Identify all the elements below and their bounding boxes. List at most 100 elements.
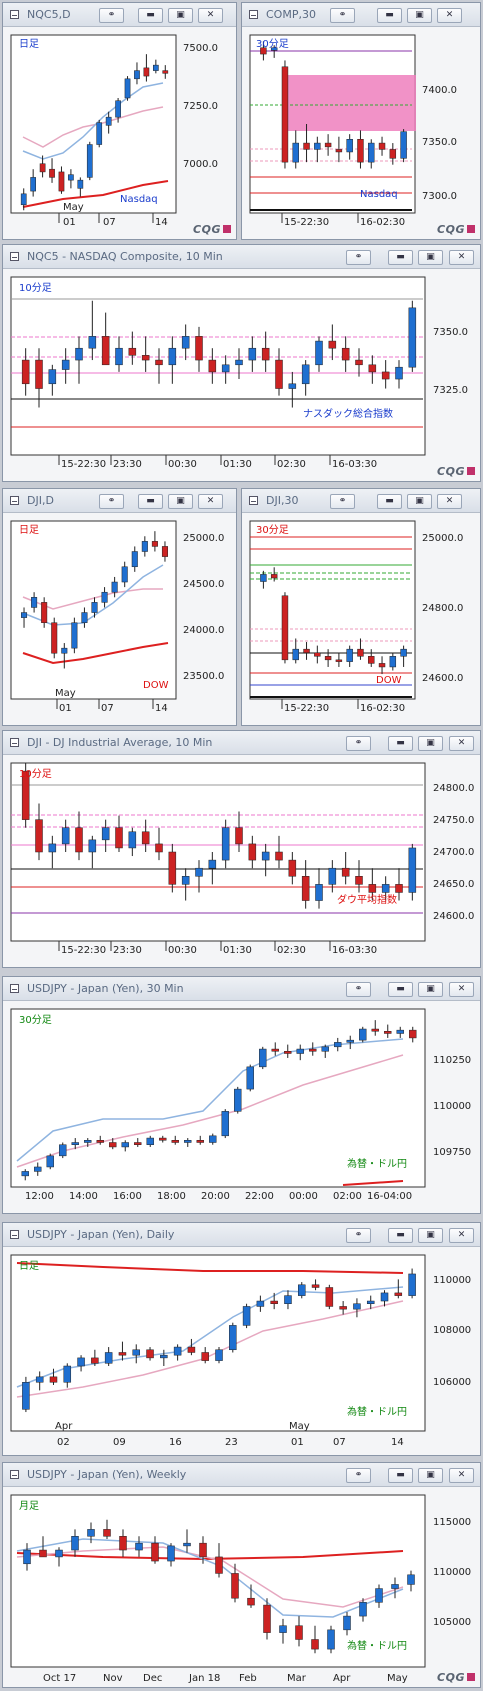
minimize-button[interactable]: ▬: [388, 982, 413, 997]
chart-area[interactable]: 10分足 ナスダック総合指数 7350.0 7325.0 15-22:30 23:3…: [3, 269, 481, 482]
minimize-button[interactable]: ▬: [377, 8, 402, 23]
candle-body: [135, 1542, 143, 1551]
window-titlebar[interactable]: DJI,D ⚭ ▬ ▣ ✕: [3, 489, 236, 513]
maximize-button[interactable]: ▣: [418, 250, 443, 265]
x-tick: 16:00: [113, 1191, 142, 1202]
maximize-button[interactable]: ▣: [407, 8, 432, 23]
chart-area[interactable]: 30分足 為替・ドル円 110250 110000 109750 12:00 14:0…: [3, 1001, 481, 1214]
link-button[interactable]: ⚭: [330, 8, 355, 23]
candle-body: [132, 1349, 140, 1356]
window-titlebar[interactable]: NQC5 - NASDAQ Composite, 10 Min ⚭ ▬ ▣ ✕: [3, 245, 480, 269]
close-button[interactable]: ✕: [437, 8, 462, 23]
close-button[interactable]: ✕: [449, 736, 474, 751]
candles: [22, 1268, 416, 1413]
link-button[interactable]: ⚭: [346, 1228, 371, 1243]
candle-body: [396, 1029, 404, 1034]
minimize-button[interactable]: ▬: [388, 1228, 413, 1243]
maximize-button[interactable]: ▣: [418, 1228, 443, 1243]
timeframe-label: 30分足: [256, 38, 289, 50]
link-button[interactable]: ⚭: [346, 982, 371, 997]
y-tick: 24800.0: [433, 783, 474, 794]
link-button[interactable]: ⚭: [346, 1468, 371, 1483]
candle-body: [201, 1352, 209, 1361]
minimize-button[interactable]: ▬: [388, 250, 413, 265]
chart-window-nasdaq-10min[interactable]: NQC5 - NASDAQ Composite, 10 Min ⚭ ▬ ▣ ✕ …: [2, 244, 481, 482]
window-titlebar[interactable]: USDJPY - Japan (Yen), 30 Min ⚭ ▬ ▣ ✕: [3, 977, 480, 1001]
close-button[interactable]: ✕: [449, 250, 474, 265]
chart-area[interactable]: 日足 為替・ドル円 110000 108000 106000 Apr May 02 09 1…: [3, 1247, 481, 1456]
candle-body: [321, 1046, 329, 1052]
chart-window-usdjpy-30min[interactable]: USDJPY - Japan (Yen), 30 Min ⚭ ▬ ▣ ✕ 30分…: [2, 976, 481, 1214]
window-titlebar[interactable]: USDJPY - Japan (Yen), Weekly ⚭ ▬ ▣ ✕: [3, 1463, 480, 1487]
chart-window-dji-10min[interactable]: DJI - DJ Industrial Average, 10 Min ⚭ ▬ …: [2, 730, 481, 968]
ma-long-line: [16, 1262, 404, 1274]
chart-window-nqc5-daily[interactable]: NQC5,D ⚭ ▬ ▣ ✕ 日足 Nasdaq 7500.0 7250.0 700…: [2, 2, 237, 240]
window-titlebar[interactable]: DJI - DJ Industrial Average, 10 Min ⚭ ▬ …: [3, 731, 480, 755]
link-button[interactable]: ⚭: [99, 494, 124, 509]
close-button[interactable]: ✕: [198, 8, 223, 23]
candle-body: [81, 612, 88, 623]
x-tick: Apr: [333, 1673, 351, 1684]
link-button[interactable]: ⚭: [346, 250, 371, 265]
candle-body: [292, 648, 299, 661]
chart-window-dji-30[interactable]: DJI,30 ⚭ ▬ ▣ ✕ 30分足 DOW 25000.0 24800.0 24…: [241, 488, 481, 726]
minimize-button[interactable]: ▬: [138, 494, 163, 509]
chart-area[interactable]: 10分足 ダウ平均指数 24800.0 24750.0 24700.0 24650.0…: [3, 755, 481, 968]
minimize-button[interactable]: ▬: [388, 1468, 413, 1483]
x-tick: 15-22:30: [284, 217, 329, 228]
window-titlebar[interactable]: NQC5,D ⚭ ▬ ▣ ✕: [3, 3, 236, 27]
window-titlebar[interactable]: USDJPY - Japan (Yen), Daily ⚭ ▬ ▣ ✕: [3, 1223, 480, 1247]
close-button[interactable]: ✕: [449, 982, 474, 997]
y-tick: 110000: [433, 1275, 471, 1286]
y-tick: 7350.0: [422, 137, 457, 148]
x-axis: 15-22:30 23:30 00:30 01:30 02:30 16-03:30: [58, 941, 377, 956]
candle-body: [339, 1306, 347, 1310]
window-titlebar[interactable]: COMP,30 ⚭ ▬ ▣ ✕: [242, 3, 480, 27]
candle-body: [91, 602, 98, 613]
candle-body: [195, 336, 203, 361]
close-button[interactable]: ✕: [437, 494, 462, 509]
chart-window-dji-daily[interactable]: DJI,D ⚭ ▬ ▣ ✕ 日足 DOW 25000.0 24500.0 24000…: [2, 488, 237, 726]
x-tick-extra: May: [55, 688, 76, 699]
ma-short-line: [22, 564, 164, 626]
chart-area[interactable]: 日足 Nasdaq 7500.0 7250.0 7000.0 May 01 07 14: [3, 27, 237, 240]
chart-window-comp-30[interactable]: COMP,30 ⚭ ▬ ▣ ✕ 30分足 Nasdaq 7400.0 7350.0…: [241, 2, 481, 240]
maximize-button[interactable]: ▣: [168, 8, 193, 23]
link-button[interactable]: ⚭: [330, 494, 355, 509]
chart-window-usdjpy-weekly[interactable]: USDJPY - Japan (Yen), Weekly ⚭ ▬ ▣ ✕ 月足 …: [2, 1462, 481, 1688]
minimize-button[interactable]: ▬: [138, 8, 163, 23]
candle-body: [284, 1295, 292, 1304]
candle-body: [101, 827, 110, 841]
window-title: NQC5,D: [27, 8, 71, 21]
window-icon: [10, 496, 19, 505]
candles: [21, 1020, 417, 1181]
chart-area[interactable]: 日足 DOW 25000.0 24500.0 24000.0 23500.0 May 0…: [3, 513, 237, 726]
minimize-button[interactable]: ▬: [388, 736, 413, 751]
maximize-button[interactable]: ▣: [418, 736, 443, 751]
x-tick: 07: [103, 217, 116, 228]
candle-body: [375, 1588, 383, 1603]
candle-body: [61, 647, 68, 654]
close-button[interactable]: ✕: [449, 1228, 474, 1243]
candle-body: [215, 1349, 223, 1361]
x-tick: 18:00: [157, 1191, 186, 1202]
maximize-button[interactable]: ▣: [407, 494, 432, 509]
maximize-button[interactable]: ▣: [168, 494, 193, 509]
window-titlebar[interactable]: DJI,30 ⚭ ▬ ▣ ✕: [242, 489, 480, 513]
chart-window-usdjpy-daily[interactable]: USDJPY - Japan (Yen), Daily ⚭ ▬ ▣ ✕ 日足 為…: [2, 1222, 481, 1456]
candle-body: [315, 884, 323, 901]
maximize-button[interactable]: ▣: [418, 1468, 443, 1483]
close-button[interactable]: ✕: [198, 494, 223, 509]
chart-area[interactable]: 月足 為替・ドル円 115000 110000 105000 Oct 17 Nov De…: [3, 1487, 481, 1688]
candle-body: [104, 1352, 113, 1364]
minimize-button[interactable]: ▬: [377, 494, 402, 509]
candle-body: [270, 574, 278, 579]
maximize-button[interactable]: ▣: [418, 982, 443, 997]
candle-body: [171, 1140, 179, 1143]
y-tick: 110250: [433, 1055, 471, 1066]
close-button[interactable]: ✕: [449, 1468, 474, 1483]
link-button[interactable]: ⚭: [99, 8, 124, 23]
link-button[interactable]: ⚭: [346, 736, 371, 751]
